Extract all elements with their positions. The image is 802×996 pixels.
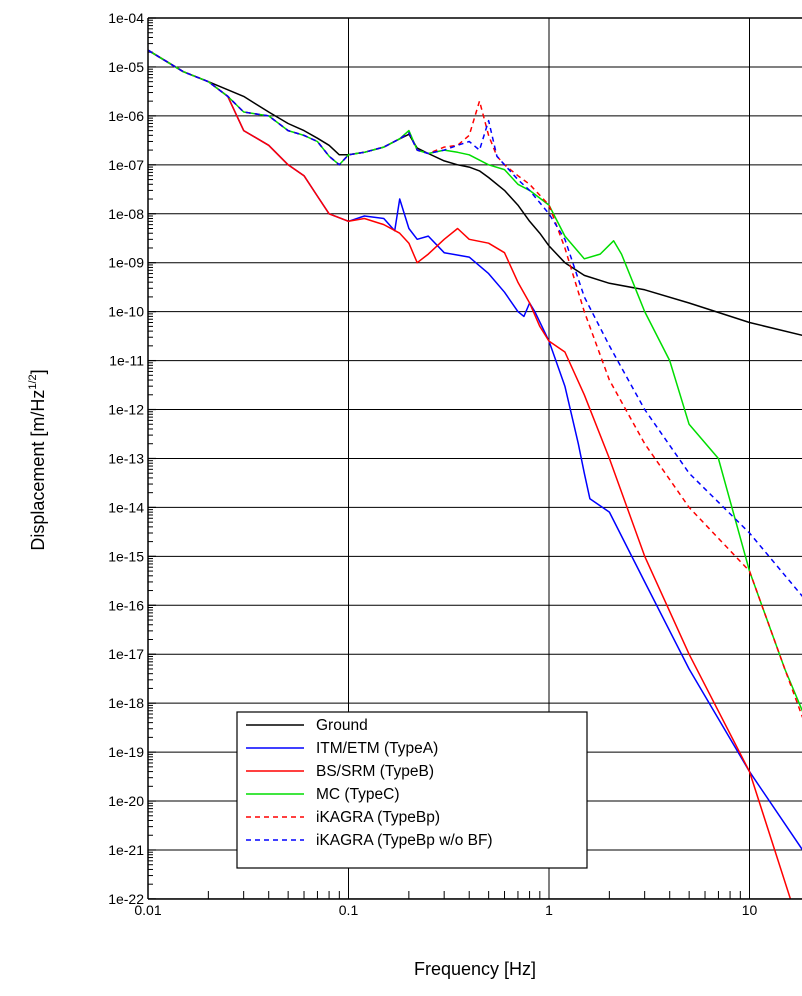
y-tick-label: 1e-19 xyxy=(108,744,144,760)
legend-label-itm-etm-typea: ITM/ETM (TypeA) xyxy=(316,740,438,757)
y-tick-label: 1e-12 xyxy=(108,402,144,418)
legend-box xyxy=(236,711,588,869)
y-axis-title-superscript: 1/2 xyxy=(27,374,39,389)
y-tick-label: 1e-18 xyxy=(108,695,144,711)
x-axis-title: Frequency [Hz] xyxy=(414,959,536,979)
y-tick-label: 1e-14 xyxy=(108,499,144,515)
y-tick-label: 1e-20 xyxy=(108,793,144,809)
x-tick-label: 1 xyxy=(545,902,553,918)
plot-area xyxy=(148,49,802,899)
y-tick-label: 1e-04 xyxy=(108,10,144,26)
legend-label-bs-srm-typeb: BS/SRM (TypeB) xyxy=(316,763,434,780)
series-line-ikagra-typebp xyxy=(148,49,802,719)
y-tick-label: 1e-06 xyxy=(108,108,144,124)
y-tick-label: 1e-21 xyxy=(108,842,144,858)
legend-label-ikagra-typebp: iKAGRA (TypeBp) xyxy=(316,809,440,826)
legend: Ground ITM/ETM (TypeA) BS/SRM (TypeB) MC (T… xyxy=(236,711,588,869)
y-tick-label: 1e-08 xyxy=(108,206,144,222)
y-tick-label: 1e-05 xyxy=(108,59,144,75)
x-tick-labels: 0.01 0.1 1 10 xyxy=(134,902,757,918)
y-tick-label: 1e-11 xyxy=(109,353,144,369)
y-axis-title-main: Displacement [m/Hz xyxy=(28,390,48,551)
legend-label-mc-typec: MC (TypeC) xyxy=(316,786,400,803)
series-line-mc-typec xyxy=(148,49,802,712)
x-tick-label: 10 xyxy=(742,902,758,918)
y-tick-label: 1e-15 xyxy=(108,548,144,564)
y-axis-title-suffix: ] xyxy=(28,369,48,374)
y-axis-title: Displacement [m/Hz1/2] xyxy=(27,369,48,550)
y-tick-label: 1e-09 xyxy=(108,255,144,271)
y-tick-label: 1e-22 xyxy=(108,891,144,907)
x-tick-label: 0.01 xyxy=(134,902,161,918)
legend-label-ikagra-typebp-w-o-bf: iKAGRA (TypeBp w/o BF) xyxy=(316,832,493,849)
legend-label-ground: Ground xyxy=(316,717,368,734)
series-line-bs-srm-typeb xyxy=(148,49,792,899)
y-tick-label: 1e-13 xyxy=(108,450,144,466)
x-tick-label: 0.1 xyxy=(339,902,359,918)
y-tick-label: 1e-17 xyxy=(108,646,144,662)
series-line-ground xyxy=(148,49,802,337)
y-tick-label: 1e-07 xyxy=(108,157,144,173)
minor-ticks xyxy=(148,19,741,899)
y-tick-label: 1e-10 xyxy=(108,304,144,320)
series-line-ikagra-typebp-w-o-bf xyxy=(148,49,802,598)
y-tick-labels: 1e-04 1e-05 1e-06 1e-07 1e-08 1e-09 1e-10 1e-11… xyxy=(108,10,144,907)
y-tick-label: 1e-16 xyxy=(108,597,144,613)
